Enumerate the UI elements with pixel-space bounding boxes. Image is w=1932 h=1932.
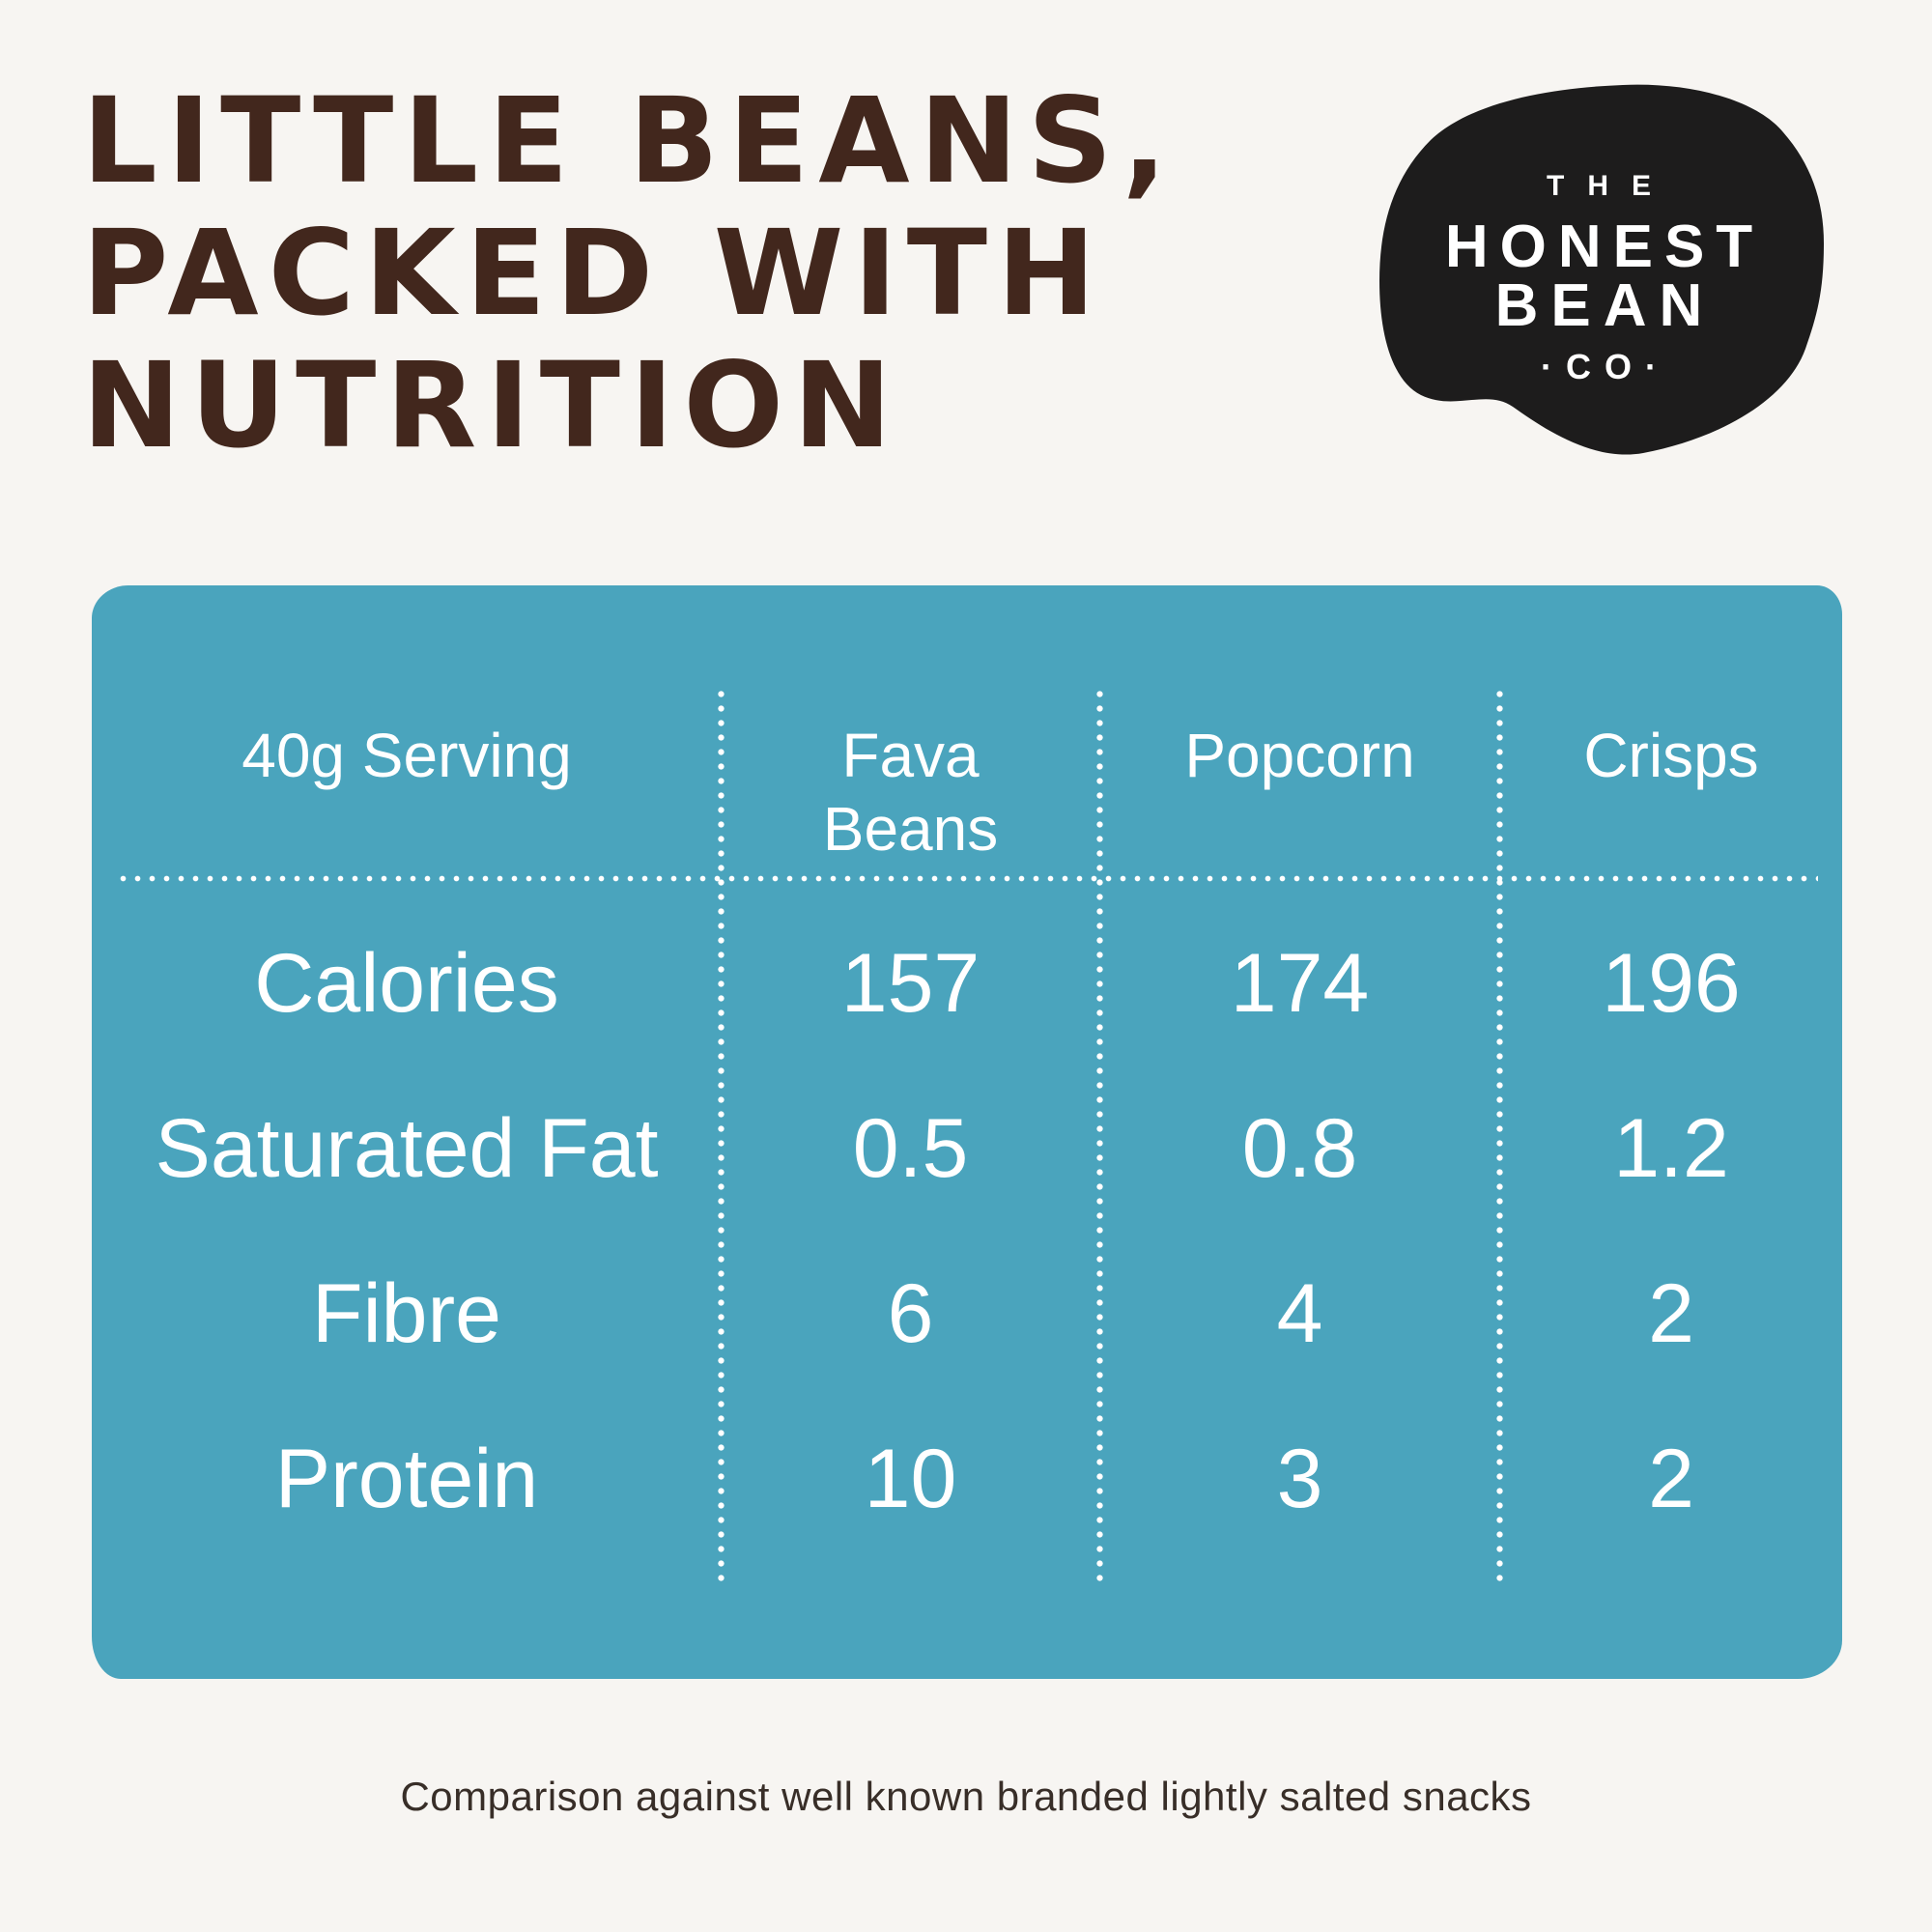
value-protein-crisps: 2 <box>1648 1433 1694 1525</box>
column-header-label: 40g Serving <box>242 721 572 790</box>
comparison-footnote: Comparison against well known branded li… <box>400 1774 1532 1819</box>
value-protein-fava: 10 <box>864 1433 957 1525</box>
row-label-calories: Calories <box>254 937 559 1030</box>
headline-line-3: NUTRITION <box>82 337 902 474</box>
value-satfat-crisps: 1.2 <box>1613 1102 1729 1195</box>
logo-word-co: ·CO· <box>1541 347 1670 386</box>
logo-word-the: THE <box>1547 170 1674 202</box>
column-header-fava-beans: Fava Beans <box>722 585 1099 901</box>
logo-word-bean: BEAN <box>1494 272 1716 339</box>
nutrition-comparison-table: 40g Serving Fava Beans Popcorn Crisps Ca… <box>92 585 1842 1679</box>
header-divider <box>116 875 1818 882</box>
brand-logo: THE HONEST BEAN ·CO· <box>1372 82 1826 488</box>
column-header-popcorn: Popcorn <box>1099 585 1500 901</box>
column-divider-1 <box>718 687 724 1583</box>
column-header-crisps: Crisps <box>1500 585 1842 901</box>
logo-text: THE HONEST BEAN ·CO· <box>1372 165 1826 386</box>
row-label-saturated-fat: Saturated Fat <box>155 1102 659 1195</box>
column-header-label: Popcorn <box>1184 721 1415 790</box>
value-calories-crisps: 196 <box>1602 937 1741 1030</box>
column-divider-3 <box>1496 687 1503 1583</box>
value-satfat-fava: 0.5 <box>852 1102 969 1195</box>
value-fibre-popcorn: 4 <box>1276 1267 1323 1360</box>
column-header-serving: 40g Serving <box>92 585 722 901</box>
table-grid: 40g Serving Fava Beans Popcorn Crisps Ca… <box>92 585 1842 1679</box>
headline-line-2: PACKED WITH <box>82 205 1106 342</box>
logo-blob-icon <box>1379 84 1824 455</box>
value-calories-fava: 157 <box>840 937 980 1030</box>
value-fibre-fava: 6 <box>887 1267 934 1360</box>
value-protein-popcorn: 3 <box>1276 1433 1323 1525</box>
value-calories-popcorn: 174 <box>1230 937 1370 1030</box>
row-label-fibre: Fibre <box>312 1267 501 1360</box>
column-header-label: Fava Beans <box>822 721 999 864</box>
row-label-protein: Protein <box>274 1433 539 1525</box>
value-fibre-crisps: 2 <box>1648 1267 1694 1360</box>
value-satfat-popcorn: 0.8 <box>1241 1102 1358 1195</box>
column-header-label: Crisps <box>1583 721 1759 790</box>
headline-line-1: LITTLE BEANS, <box>82 72 1177 210</box>
column-divider-2 <box>1096 687 1103 1583</box>
page-title: LITTLE BEANS, PACKED WITH NUTRITION <box>82 75 1177 472</box>
logo-word-honest: HONEST <box>1444 213 1765 280</box>
